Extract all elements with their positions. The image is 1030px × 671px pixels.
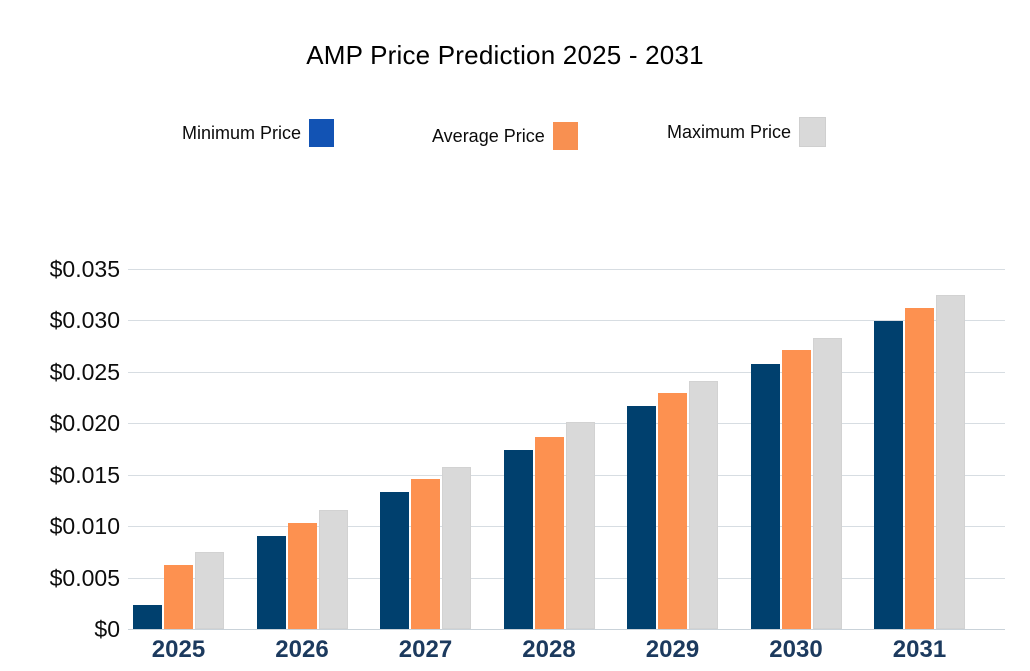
x-tick-label-2029: 2029: [645, 636, 700, 663]
legend-item-maximum-price: Maximum Price: [667, 117, 827, 147]
bar-maximum-price-2027: [442, 466, 471, 629]
bar-group-2031: [874, 269, 965, 629]
bar-average-price-2028: [534, 436, 564, 629]
bar-maximum-price-2031: [936, 294, 965, 629]
bar-average-price-2026: [287, 523, 317, 629]
bar-group-2026: [256, 269, 348, 629]
bar-average-price-2031: [905, 308, 934, 629]
gridline-0: [128, 629, 1005, 630]
y-tick-label: $0.025: [49, 358, 120, 385]
bar-average-price-2030: [781, 350, 811, 629]
x-tick-label-2025: 2025: [151, 636, 206, 663]
legend-swatch-average-price-icon: [552, 122, 578, 150]
bar-minimum-price-2026: [256, 536, 286, 629]
bar-maximum-price-2029: [689, 381, 718, 629]
bar-group-2029: [627, 269, 718, 629]
legend-label-minimum-price: Minimum Price: [182, 122, 302, 143]
bar-minimum-price-2027: [380, 492, 409, 629]
legend-swatch-minimum-price-icon: [309, 119, 335, 147]
bar-minimum-price-2028: [503, 450, 533, 629]
y-tick-label: $0.030: [49, 307, 120, 334]
y-tick-label: $0.010: [49, 513, 120, 540]
gridline-0.025: [128, 371, 1005, 373]
y-tick-label: $0: [94, 616, 120, 642]
x-tick-label-2030: 2030: [769, 636, 823, 663]
bar-group-2028: [503, 269, 595, 629]
x-tick-label-2028: 2028: [522, 636, 576, 663]
x-tick-label-2027: 2027: [398, 636, 453, 663]
x-tick-label-2026: 2026: [275, 636, 329, 663]
bar-group-2030: [750, 269, 842, 629]
bar-group-2027: [380, 269, 471, 629]
gridline-0.035: [128, 269, 1005, 270]
legend-item-average-price: Average Price: [432, 122, 578, 150]
bar-group-2025: [133, 269, 224, 629]
x-tick-label-2031: 2031: [892, 636, 947, 663]
gridline-0.030: [128, 320, 1005, 322]
bar-minimum-price-2029: [627, 405, 656, 629]
bar-maximum-price-2025: [195, 551, 224, 629]
y-tick-label: $0.035: [49, 256, 120, 282]
bar-minimum-price-2025: [133, 605, 162, 629]
y-tick-label: $0.020: [49, 410, 120, 437]
legend-label-maximum-price: Maximum Price: [667, 121, 792, 142]
bar-maximum-price-2026: [318, 509, 348, 629]
bar-minimum-price-2030: [750, 363, 780, 629]
bar-average-price-2029: [658, 393, 687, 629]
legend-label-average-price: Average Price: [432, 125, 545, 146]
chart-title: AMP Price Prediction 2025 - 2031: [306, 40, 704, 70]
legend-swatch-maximum-price-icon: [799, 117, 827, 147]
legend-item-minimum-price: Minimum Price: [182, 119, 335, 147]
bar-maximum-price-2028: [565, 422, 595, 629]
bar-minimum-price-2031: [874, 321, 903, 629]
bar-average-price-2027: [411, 478, 440, 629]
bar-maximum-price-2030: [812, 337, 842, 629]
y-tick-label: $0.015: [49, 461, 120, 488]
plot-area: [128, 269, 1005, 630]
y-tick-label: $0.005: [49, 564, 120, 591]
bar-average-price-2025: [164, 565, 193, 629]
